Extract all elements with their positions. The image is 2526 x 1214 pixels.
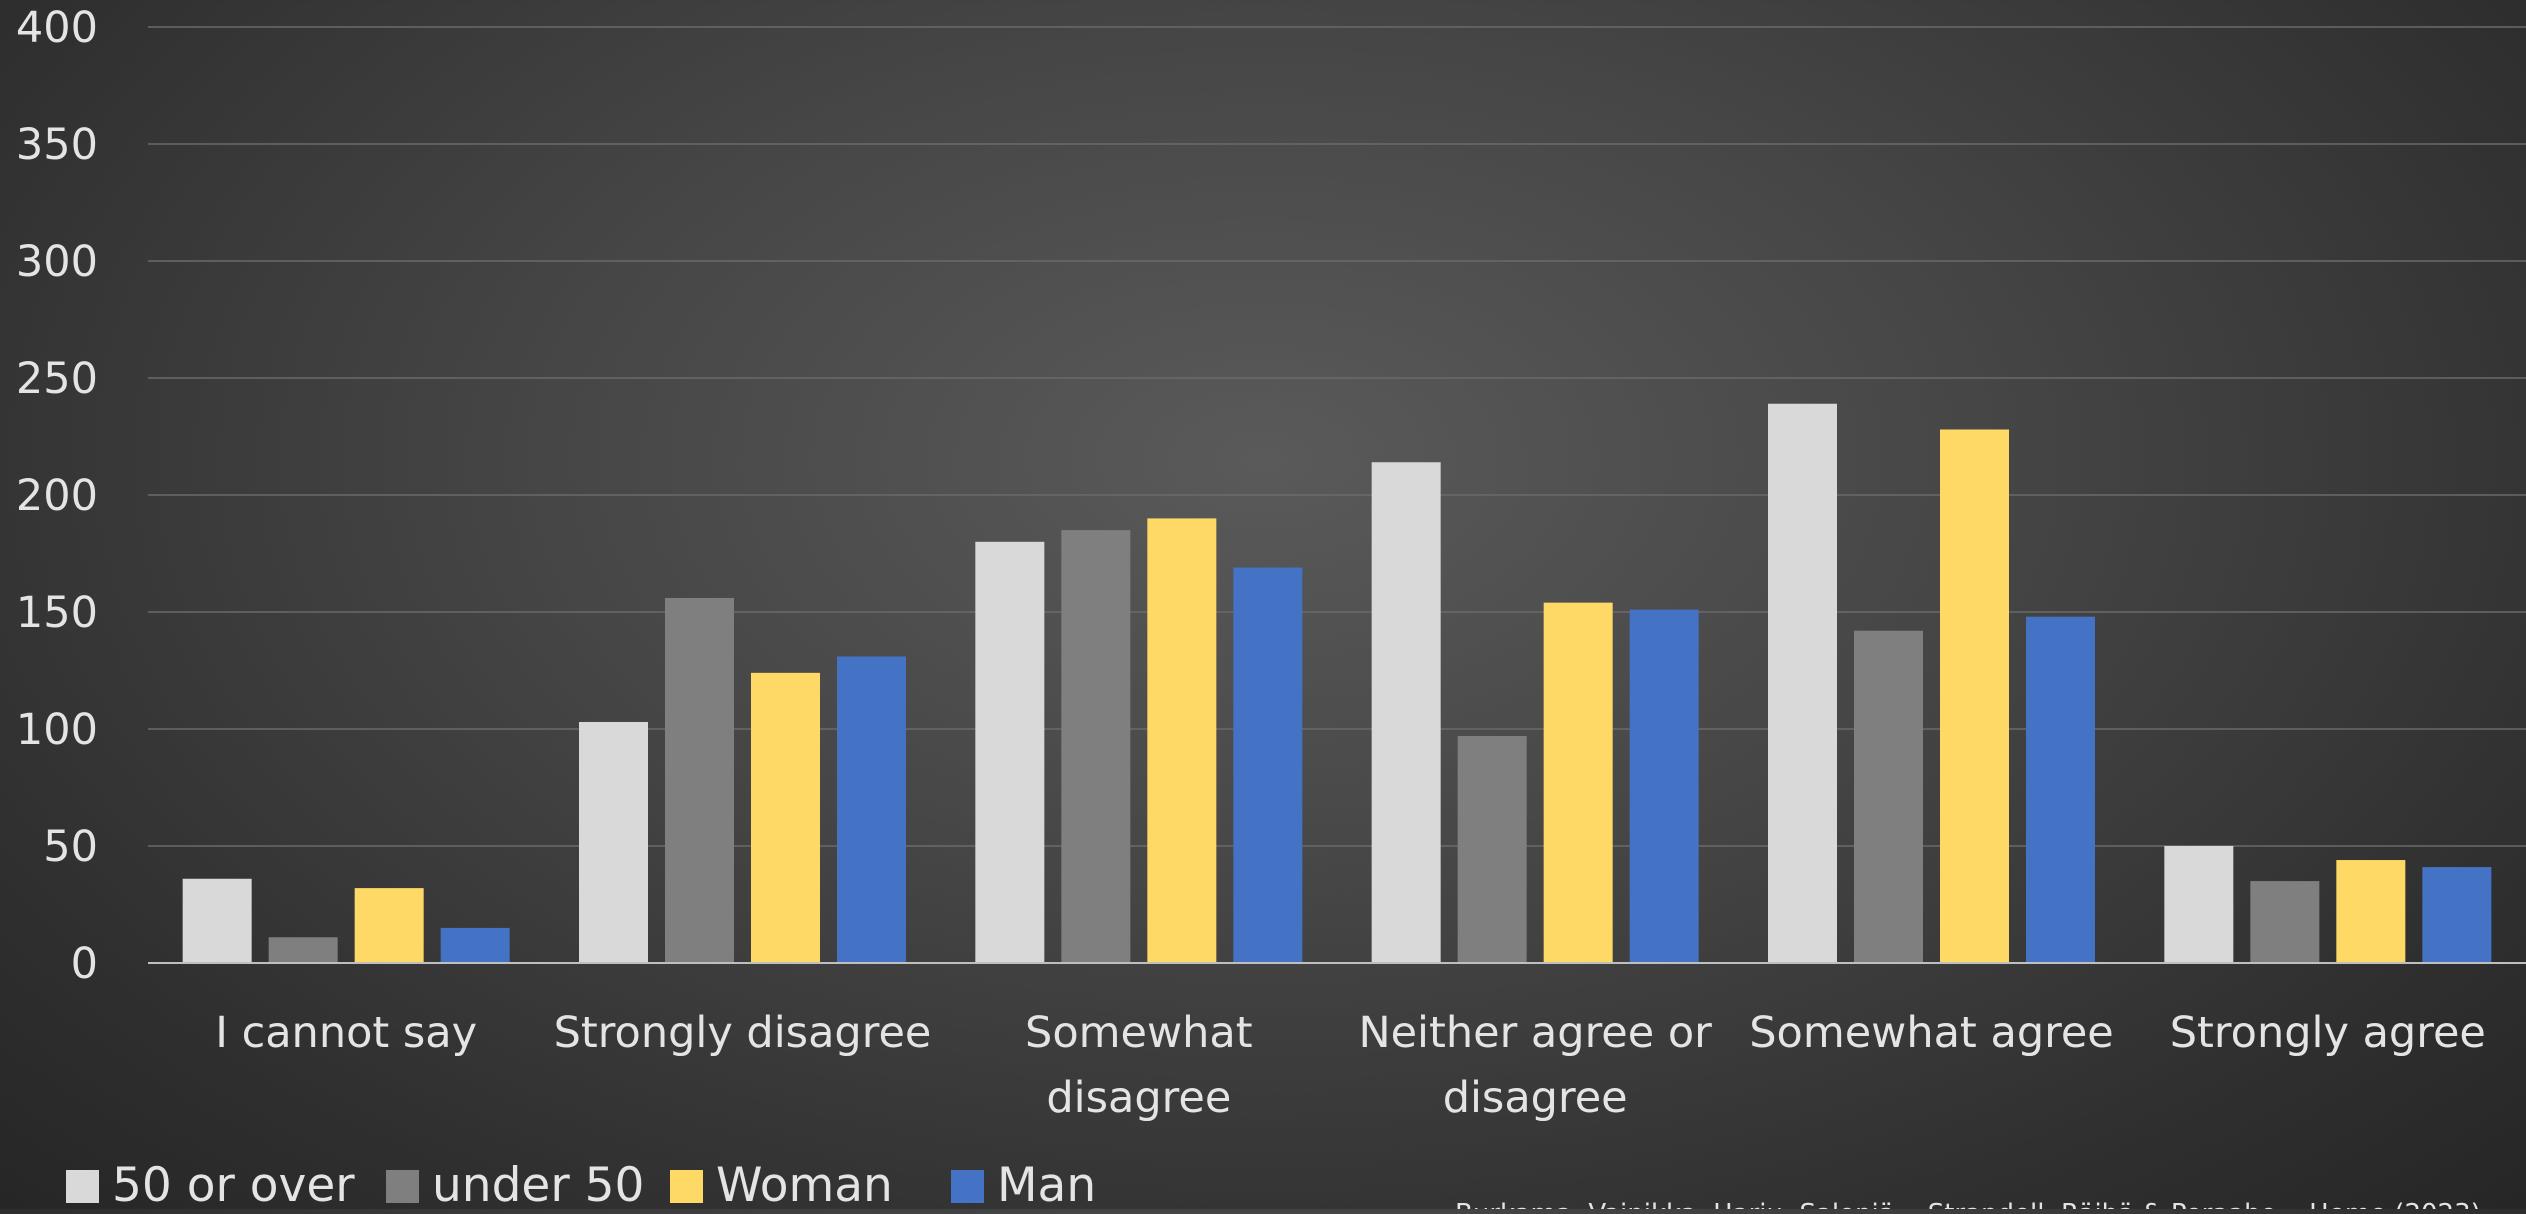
legend-item-woman[interactable]: Woman xyxy=(670,1158,893,1213)
bar-man xyxy=(2422,867,2492,963)
bar-under-50 xyxy=(665,597,734,963)
bar-woman xyxy=(2336,860,2406,963)
bar-50-or-over xyxy=(1371,462,1441,963)
bar-50-or-over xyxy=(579,721,648,963)
bar-under-50 xyxy=(1061,530,1131,963)
x-category-label: Neither agree or xyxy=(1358,1008,1712,1058)
legend-label: under 50 xyxy=(432,1158,644,1209)
legend-swatch xyxy=(66,1170,99,1203)
gridlines xyxy=(148,26,2526,847)
legend-label: 50 or over xyxy=(112,1158,355,1209)
bar-under-50 xyxy=(1457,736,1527,963)
bar-woman xyxy=(1940,429,2009,964)
legend-label: Woman xyxy=(716,1158,893,1209)
bar-under-50 xyxy=(268,937,338,963)
bar-under-50 xyxy=(2250,881,2320,963)
legend-item-man[interactable]: Man xyxy=(951,1158,1096,1213)
x-category-label: Somewhat agree xyxy=(1749,1008,2114,1058)
bar-man xyxy=(1233,567,1303,963)
y-tick-label: 350 xyxy=(16,120,98,170)
x-axis-category-labels: I cannot say Strongly disagree Somewhat dis… xyxy=(215,1008,2486,1123)
y-tick-label: 300 xyxy=(16,237,98,287)
legend-item-under-50[interactable]: under 50 xyxy=(386,1158,644,1213)
bar-man xyxy=(1629,609,1699,963)
y-tick-label: 400 xyxy=(16,3,98,53)
y-tick-label: 100 xyxy=(16,705,98,755)
y-tick-label: 150 xyxy=(16,588,98,638)
bars xyxy=(182,403,2492,964)
legend-item-50-or-over[interactable]: 50 or over xyxy=(66,1158,355,1213)
bar-50-or-over xyxy=(182,878,252,963)
bar-50-or-over xyxy=(1768,403,1837,963)
y-axis-tick-labels: 0 50 100 150 200 250 300 350 400 xyxy=(16,3,98,989)
legend-swatch xyxy=(386,1170,419,1203)
y-tick-label: 50 xyxy=(43,822,98,872)
y-tick-label: 250 xyxy=(16,354,98,404)
legend-swatch xyxy=(951,1170,984,1203)
bar-50-or-over xyxy=(2164,846,2234,963)
bar-man xyxy=(2026,616,2095,963)
bar-woman xyxy=(1147,518,1217,963)
x-category-label: I cannot say xyxy=(215,1008,477,1058)
legend[interactable]: 50 or over under 50 Woman Man xyxy=(66,1158,1096,1213)
bar-woman xyxy=(751,672,820,963)
bar-under-50 xyxy=(1854,630,1923,963)
x-category-label: Strongly agree xyxy=(2170,1008,2486,1058)
bar-man xyxy=(440,927,510,963)
bar-man xyxy=(837,656,906,963)
legend-swatch xyxy=(670,1170,703,1203)
bar-woman xyxy=(354,888,424,963)
x-category-label: Strongly disagree xyxy=(554,1008,932,1058)
x-category-label: disagree xyxy=(1443,1073,1628,1123)
source-note: Burkama, Vainikka, Harju, Saloniä... Str… xyxy=(1455,1199,2481,1209)
x-category-label: Somewhat xyxy=(1025,1008,1253,1058)
bar-woman xyxy=(1543,602,1613,963)
bar-50-or-over xyxy=(975,541,1045,963)
legend-label: Man xyxy=(997,1158,1096,1209)
y-tick-label: 0 xyxy=(71,939,98,989)
y-tick-label: 200 xyxy=(16,471,98,521)
x-category-label: disagree xyxy=(1046,1073,1231,1123)
